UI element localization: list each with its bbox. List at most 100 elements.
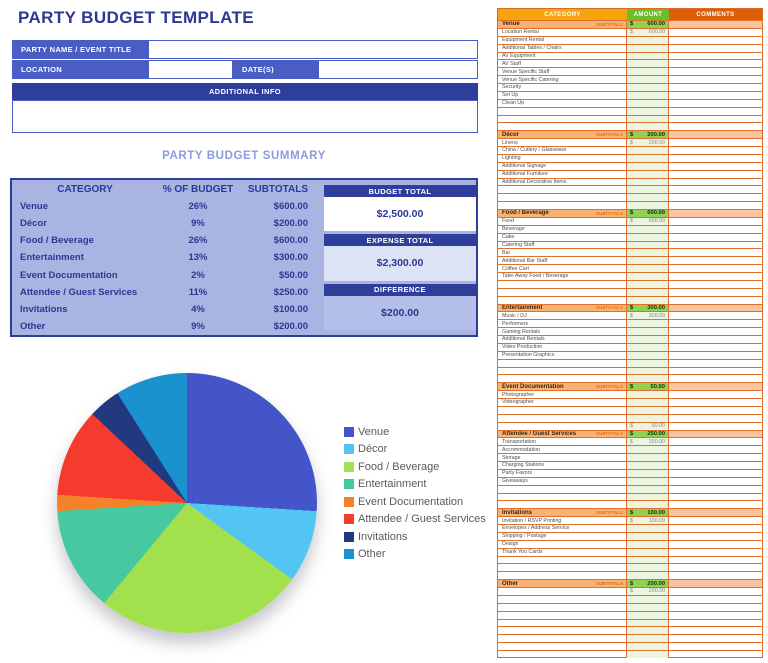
section-name-cell[interactable]: Food / Beverage SUBTOTALS xyxy=(498,210,627,217)
summary-percent-cell[interactable]: 13% xyxy=(188,252,208,264)
section-name-cell[interactable]: Attendee / Guest Services SUBTOTALS xyxy=(498,430,627,438)
item-comment-cell[interactable] xyxy=(669,320,762,327)
item-amount-cell[interactable] xyxy=(627,643,669,650)
item-label-cell[interactable]: Cake xyxy=(498,233,627,241)
item-label-cell[interactable] xyxy=(498,280,627,288)
item-label-cell[interactable] xyxy=(498,643,627,650)
item-comment-cell[interactable] xyxy=(669,68,762,75)
item-comment-cell[interactable] xyxy=(669,375,762,382)
item-comment-cell[interactable] xyxy=(669,596,762,603)
item-label-cell[interactable]: Presentation Graphics xyxy=(498,351,627,359)
item-amount-cell[interactable] xyxy=(627,107,669,115)
section-subtotal-cell[interactable]: $300.00 xyxy=(627,304,669,312)
item-label-cell[interactable] xyxy=(498,556,627,564)
item-label-cell[interactable]: Equipment Rental xyxy=(498,36,627,44)
item-comment-cell[interactable] xyxy=(669,218,762,225)
item-label-cell[interactable]: China / Cutlery / Glassware xyxy=(498,147,627,154)
item-amount-cell[interactable] xyxy=(627,225,669,233)
item-amount-cell[interactable] xyxy=(627,454,669,461)
item-amount-cell[interactable] xyxy=(627,162,669,170)
item-comment-cell[interactable] xyxy=(669,84,762,91)
item-amount-cell[interactable] xyxy=(627,265,669,272)
summary-category-cell[interactable]: Attendee / Guest Services xyxy=(20,286,138,298)
section-subtotal-cell[interactable]: $200.00 xyxy=(627,131,669,139)
item-label-cell[interactable]: Photographer xyxy=(498,391,627,398)
summary-category-cell[interactable]: Food / Beverage xyxy=(20,235,94,247)
item-amount-cell[interactable] xyxy=(627,178,669,186)
summary-category-cell[interactable]: Event Documentation xyxy=(20,269,118,281)
item-comment-cell[interactable] xyxy=(669,635,762,642)
item-label-cell[interactable]: AV Equipment xyxy=(498,52,627,60)
summary-category-cell[interactable]: Venue xyxy=(20,201,48,213)
item-amount-cell[interactable] xyxy=(627,320,669,328)
item-amount-cell[interactable] xyxy=(627,91,669,99)
section-name-cell[interactable]: Venue SUBTOTALS xyxy=(498,21,627,28)
item-comment-cell[interactable] xyxy=(669,273,762,280)
item-comment-cell[interactable] xyxy=(669,352,762,359)
item-comment-cell[interactable] xyxy=(669,53,762,60)
item-amount-cell[interactable] xyxy=(627,414,669,422)
item-label-cell[interactable] xyxy=(498,186,627,194)
item-comment-cell[interactable] xyxy=(669,281,762,288)
item-label-cell[interactable]: Party Favors xyxy=(498,469,627,477)
item-comment-cell[interactable] xyxy=(669,501,762,508)
summary-percent-cell[interactable]: 9% xyxy=(191,218,205,230)
item-comment-cell[interactable] xyxy=(669,186,762,193)
item-amount-cell[interactable]: $600.00 xyxy=(627,28,669,36)
item-label-cell[interactable] xyxy=(498,414,627,422)
item-amount-cell[interactable] xyxy=(627,249,669,257)
item-comment-cell[interactable] xyxy=(669,163,762,170)
section-comment-cell[interactable] xyxy=(669,430,762,438)
item-amount-cell[interactable] xyxy=(627,147,669,154)
item-label-cell[interactable]: Venue Specific Staff xyxy=(498,68,627,76)
item-comment-cell[interactable] xyxy=(669,242,762,249)
item-amount-cell[interactable] xyxy=(627,635,669,643)
item-comment-cell[interactable] xyxy=(669,249,762,256)
item-comment-cell[interactable] xyxy=(669,45,762,52)
item-label-cell[interactable]: Envelopes / Address Service xyxy=(498,525,627,532)
item-comment-cell[interactable] xyxy=(669,297,762,304)
section-subtotal-cell[interactable]: $600.00 xyxy=(627,21,669,28)
item-amount-cell[interactable]: $300.00 xyxy=(627,312,669,320)
item-amount-cell[interactable] xyxy=(627,493,669,501)
item-comment-cell[interactable] xyxy=(669,360,762,367)
item-comment-cell[interactable] xyxy=(669,108,762,115)
section-name-cell[interactable]: Event Documentation SUBTOTALS xyxy=(498,383,627,391)
section-name-cell[interactable]: Other SUBTOTALS xyxy=(498,580,627,587)
section-subtotal-cell[interactable]: $600.00 xyxy=(627,210,669,217)
item-amount-cell[interactable] xyxy=(627,564,669,572)
item-amount-cell[interactable]: $100.00 xyxy=(627,517,669,524)
summary-category-cell[interactable]: Décor xyxy=(20,218,47,230)
item-amount-cell[interactable] xyxy=(627,367,669,375)
item-amount-cell[interactable] xyxy=(627,477,669,485)
item-label-cell[interactable]: Additional Bar Staff xyxy=(498,257,627,265)
item-label-cell[interactable] xyxy=(498,611,627,619)
summary-category-cell[interactable]: Invitations xyxy=(20,303,68,315)
item-comment-cell[interactable] xyxy=(669,407,762,414)
summary-subtotal-cell[interactable]: $600.00 xyxy=(273,201,308,213)
item-label-cell[interactable] xyxy=(498,367,627,375)
summary-percent-cell[interactable]: 26% xyxy=(188,235,208,247)
dates-input[interactable] xyxy=(318,60,478,79)
summary-row[interactable]: Attendee / Guest Services 11% $250.00 xyxy=(12,284,318,301)
item-label-cell[interactable]: Additional Signage xyxy=(498,162,627,170)
item-comment-cell[interactable] xyxy=(669,564,762,571)
item-amount-cell[interactable] xyxy=(627,611,669,619)
item-comment-cell[interactable] xyxy=(669,643,762,650)
item-amount-cell[interactable] xyxy=(627,76,669,83)
section-subtotal-cell[interactable]: $200.00 xyxy=(627,580,669,587)
item-comment-cell[interactable] xyxy=(669,155,762,162)
summary-row[interactable]: Décor 9% $200.00 xyxy=(12,215,318,232)
item-amount-cell[interactable] xyxy=(627,99,669,107)
item-amount-cell[interactable] xyxy=(627,651,669,658)
item-amount-cell[interactable] xyxy=(627,44,669,52)
section-subtotal-cell[interactable]: $250.00 xyxy=(627,430,669,438)
summary-category-cell[interactable]: Other xyxy=(20,320,46,332)
item-amount-cell[interactable] xyxy=(627,36,669,44)
item-amount-cell[interactable] xyxy=(627,288,669,296)
item-amount-cell[interactable] xyxy=(627,391,669,398)
item-comment-cell[interactable] xyxy=(669,194,762,201)
item-comment-cell[interactable] xyxy=(669,557,762,564)
section-comment-cell[interactable] xyxy=(669,580,762,587)
summary-row[interactable]: Invitations 4% $100.00 xyxy=(12,301,318,318)
